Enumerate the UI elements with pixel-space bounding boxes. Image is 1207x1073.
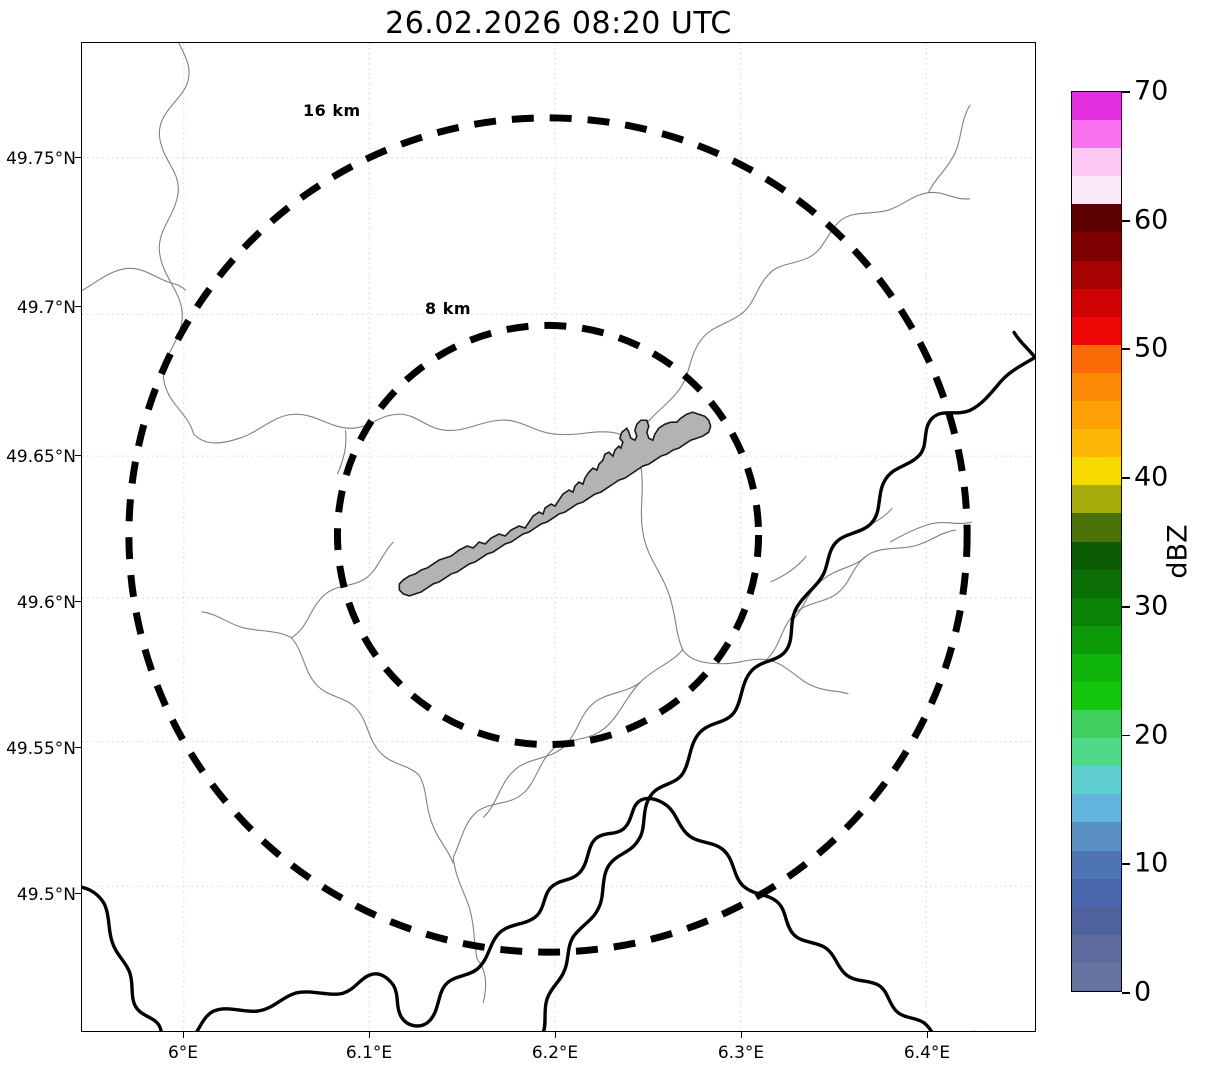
x-tick-label-2: 6.2°E bbox=[531, 1043, 579, 1063]
colorbar-level bbox=[1072, 344, 1121, 373]
map-svg bbox=[82, 43, 1035, 1031]
colorbar[interactable]: 70 60 50 40 30 20 10 0 bbox=[1071, 76, 1168, 1008]
colorbar-level bbox=[1072, 148, 1121, 177]
colorbar-gradient bbox=[1071, 91, 1122, 992]
x-tick-mark-4 bbox=[927, 1032, 929, 1038]
colorbar-level bbox=[1072, 457, 1121, 486]
y-tick-mark-5 bbox=[75, 893, 81, 895]
y-tick-mark-3 bbox=[75, 601, 81, 603]
colorbar-level bbox=[1072, 92, 1121, 121]
colorbar-title: dBZ bbox=[1162, 524, 1194, 579]
colorbar-tick-mark bbox=[1122, 992, 1130, 994]
radar-map-plot[interactable]: 16 km 8 km bbox=[81, 42, 1036, 1032]
colorbar-level bbox=[1072, 176, 1121, 205]
colorbar-tick-mark bbox=[1122, 734, 1130, 737]
colorbar-level bbox=[1072, 401, 1121, 430]
x-tick-label-0: 6°E bbox=[167, 1043, 199, 1063]
city-polygon bbox=[398, 411, 712, 597]
colorbar-level bbox=[1072, 260, 1121, 289]
x-tick-mark-2 bbox=[555, 1032, 557, 1038]
x-tick-mark-0 bbox=[183, 1032, 185, 1038]
colorbar-ticks: 70 60 50 40 30 20 10 0 bbox=[1122, 76, 1207, 1008]
range-ring-label-16km: 16 km bbox=[303, 101, 361, 120]
colorbar-tick-label: 30 bbox=[1134, 590, 1169, 622]
internal-boundaries bbox=[82, 43, 973, 1004]
colorbar-tick-mark bbox=[1122, 863, 1130, 866]
colorbar-level bbox=[1072, 962, 1121, 991]
colorbar-level bbox=[1072, 429, 1121, 458]
range-ring-16km bbox=[125, 114, 971, 956]
y-tick-label-5: 49.5°N bbox=[16, 885, 76, 905]
colorbar-tick-label: 20 bbox=[1134, 719, 1169, 751]
colorbar-tick-mark bbox=[1122, 348, 1130, 351]
x-tick-label-3: 6.3°E bbox=[717, 1043, 765, 1063]
colorbar-level bbox=[1072, 766, 1121, 795]
y-tick-mark-4 bbox=[75, 747, 81, 749]
colorbar-tick-mark bbox=[1122, 219, 1130, 222]
range-ring-8km bbox=[333, 321, 763, 749]
y-tick-label-2: 49.65°N bbox=[6, 447, 76, 467]
y-tick-mark-1 bbox=[75, 306, 81, 308]
x-tick-label-1: 6.1°E bbox=[345, 1043, 393, 1063]
page-title: 26.02.2026 08:20 UTC bbox=[385, 6, 732, 41]
colorbar-level bbox=[1072, 485, 1121, 514]
colorbar-tick-label: 10 bbox=[1134, 847, 1169, 879]
y-tick-label-1: 49.7°N bbox=[16, 298, 76, 318]
y-tick-mark-2 bbox=[75, 455, 81, 457]
y-tick-label-0: 49.75°N bbox=[6, 149, 76, 169]
colorbar-level bbox=[1072, 822, 1121, 851]
colorbar-tick-mark bbox=[1122, 477, 1130, 479]
colorbar-level bbox=[1072, 288, 1121, 317]
colorbar-tick-mark bbox=[1122, 91, 1130, 93]
colorbar-level bbox=[1072, 906, 1121, 935]
colorbar-level bbox=[1072, 850, 1121, 879]
colorbar-tick-label: 70 bbox=[1134, 75, 1169, 107]
colorbar-level bbox=[1072, 878, 1121, 907]
colorbar-level bbox=[1072, 569, 1121, 598]
range-ring-label-8km: 8 km bbox=[425, 299, 472, 318]
colorbar-level bbox=[1072, 738, 1121, 767]
colorbar-level bbox=[1072, 934, 1121, 963]
colorbar-title-wrap: dBZ bbox=[1158, 0, 1198, 1073]
colorbar-level bbox=[1072, 541, 1121, 570]
x-tick-label-4: 6.4°E bbox=[903, 1043, 951, 1063]
colorbar-level bbox=[1072, 794, 1121, 823]
colorbar-level bbox=[1072, 316, 1121, 345]
colorbar-level bbox=[1072, 681, 1121, 711]
colorbar-tick-label: 40 bbox=[1134, 461, 1169, 493]
colorbar-tick-mark bbox=[1122, 605, 1130, 608]
y-tick-mark-0 bbox=[75, 157, 81, 159]
range-rings bbox=[125, 114, 971, 956]
colorbar-tick-label: 60 bbox=[1134, 204, 1169, 236]
gridlines bbox=[82, 43, 1035, 1031]
x-tick-mark-3 bbox=[741, 1032, 743, 1038]
x-tick-mark-1 bbox=[369, 1032, 371, 1038]
colorbar-level bbox=[1072, 597, 1121, 626]
colorbar-tick-label: 0 bbox=[1134, 976, 1152, 1008]
colorbar-level bbox=[1072, 625, 1121, 654]
colorbar-level bbox=[1072, 653, 1121, 682]
colorbar-level bbox=[1072, 204, 1121, 233]
national-borders bbox=[82, 330, 1035, 1031]
colorbar-level bbox=[1072, 710, 1121, 739]
colorbar-tick-label: 50 bbox=[1134, 332, 1169, 364]
colorbar-level bbox=[1072, 120, 1121, 149]
y-tick-label-4: 49.55°N bbox=[6, 739, 76, 759]
colorbar-level bbox=[1072, 232, 1121, 261]
colorbar-level bbox=[1072, 513, 1121, 542]
y-tick-label-3: 49.6°N bbox=[16, 593, 76, 613]
colorbar-level bbox=[1072, 372, 1121, 402]
